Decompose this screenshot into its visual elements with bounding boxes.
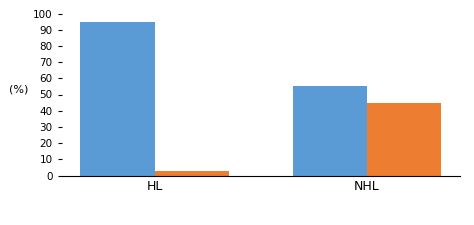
Bar xyxy=(155,171,229,176)
Bar xyxy=(292,86,367,176)
Bar xyxy=(80,22,155,176)
Bar xyxy=(367,103,441,176)
Y-axis label: (%): (%) xyxy=(9,85,29,94)
